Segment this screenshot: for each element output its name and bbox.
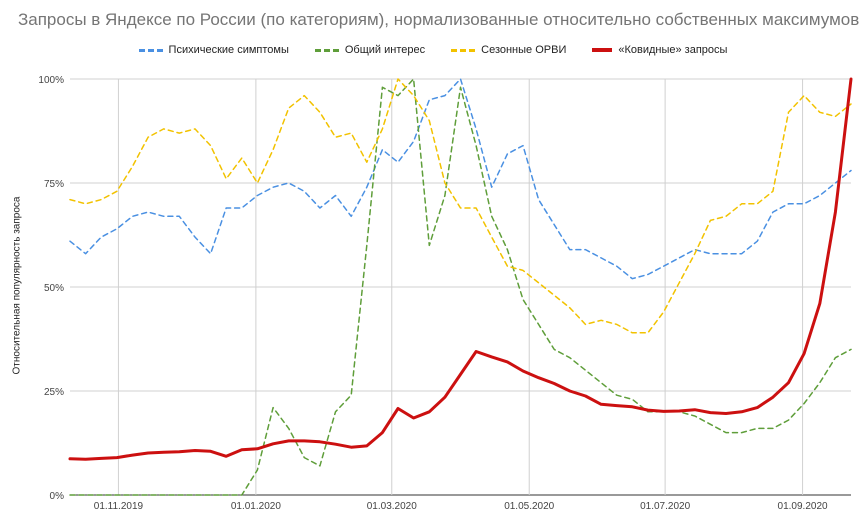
series-line-0[interactable]: [69, 78, 852, 280]
series-line-1[interactable]: [69, 78, 852, 496]
legend-swatch-seasonal: [451, 48, 476, 52]
y-tick-label: 75%: [44, 179, 64, 190]
legend-swatch-mental: [138, 48, 163, 52]
legend-item-general[interactable]: Общий интерес: [314, 44, 426, 56]
y-tick-label: 25%: [44, 387, 64, 398]
legend-label-seasonal: Сезонные ОРВИ: [481, 44, 567, 56]
chart-title: Запросы в Яндексе по России (по категори…: [18, 10, 860, 29]
x-tick-label: 01.11.2019: [94, 501, 144, 512]
legend-label-covid: «Ковидные» запросы: [618, 44, 728, 56]
y-tick-label: 0%: [50, 491, 65, 502]
tick-labels: 0% 25% 50% 75% 100% 01.11.2019 01.01.2020 01.03…: [38, 75, 828, 512]
x-tick-label: 01.07.2020: [640, 501, 690, 512]
y-tick-label: 100%: [38, 75, 64, 86]
x-tick-label: 01.09.2020: [778, 501, 828, 512]
series-line-3[interactable]: [68, 77, 853, 461]
series-lines: [68, 77, 853, 496]
x-tick-label: 01.05.2020: [504, 501, 554, 512]
legend-item-seasonal[interactable]: Сезонные ОРВИ: [451, 44, 566, 56]
x-tick-label: 01.01.2020: [231, 501, 281, 512]
legend-item-mental[interactable]: Психические симптомы: [138, 44, 289, 56]
legend-label-general: Общий интерес: [344, 44, 426, 56]
legend-label-mental: Психические симптомы: [168, 44, 289, 56]
legend-item-covid[interactable]: «Ковидные» запросы: [592, 44, 727, 56]
legend-swatch-general: [314, 48, 339, 52]
x-tick-label: 01.03.2020: [367, 501, 417, 512]
series-line-2[interactable]: [69, 78, 852, 334]
y-tick-label: 50%: [44, 283, 64, 294]
legend-swatch-covid: [592, 48, 613, 52]
legend: Психические симптомы Общий интерес Сезон…: [0, 44, 866, 56]
